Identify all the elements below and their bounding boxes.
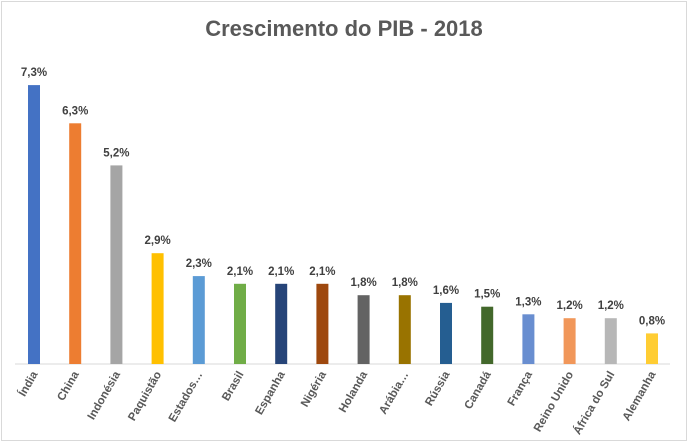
category-label-12: França (506, 369, 536, 408)
category-label-7: Nigéria (299, 369, 329, 409)
bar-15 (646, 333, 658, 364)
bar-4 (192, 276, 205, 364)
value-label-8: 1,8% (350, 277, 376, 289)
bar-12 (522, 314, 535, 364)
category-label-0: Índia (16, 368, 41, 398)
chart-title: Crescimento do PIB - 2018 (205, 16, 483, 41)
bar-0 (28, 85, 40, 364)
bar-14 (604, 318, 617, 364)
value-label-13: 1,2% (556, 300, 582, 312)
category-label-1: China (55, 369, 82, 403)
category-label-3: Paquistão (126, 370, 164, 424)
value-label-9: 1,8% (392, 277, 418, 289)
category-label-4: Estados… (167, 370, 206, 425)
value-label-14: 1,2% (598, 300, 624, 312)
value-label-3: 2,9% (144, 235, 170, 247)
bar-9 (398, 295, 411, 364)
bar-1 (69, 123, 82, 364)
bar-5 (234, 283, 246, 364)
value-label-0: 7,3% (21, 67, 47, 79)
category-label-11: Canadá (463, 369, 494, 411)
value-label-7: 2,1% (309, 266, 335, 278)
bar-7 (316, 283, 329, 364)
bars-group (28, 85, 658, 364)
bar-10 (440, 302, 452, 364)
category-label-9: Arábia… (377, 370, 411, 417)
category-labels-group: Índia China Indonésia Paquistão Estados… Bras… (16, 368, 659, 436)
category-label-15: Alemanha (621, 369, 659, 423)
category-label-13: Reino Unido (532, 370, 576, 435)
bar-13 (563, 318, 576, 364)
value-label-6: 2,1% (268, 266, 294, 278)
category-label-2: Indonésia (86, 369, 124, 422)
bar-2 (110, 165, 123, 364)
value-label-2: 5,2% (103, 147, 129, 159)
bar-8 (357, 295, 370, 364)
value-label-5: 2,1% (227, 266, 253, 278)
value-label-4: 2,3% (186, 258, 212, 270)
category-label-14: África do Sul (571, 369, 618, 437)
value-label-12: 1,3% (515, 296, 541, 308)
category-label-5: Brasil (220, 370, 246, 404)
category-label-10: Rússia (423, 369, 453, 408)
value-labels-group: 7,3% 6,3% 5,2% 2,9% 2,3% 2,1% 2,1% 2,1% 1,8% 1,8%… (21, 67, 665, 327)
category-label-6: Espanha (253, 369, 288, 417)
value-label-11: 1,5% (474, 289, 500, 301)
value-label-15: 0,8% (639, 315, 665, 327)
value-label-1: 6,3% (62, 105, 88, 117)
bar-11 (481, 306, 494, 364)
category-label-8: Holanda (337, 369, 370, 415)
value-label-10: 1,6% (433, 285, 459, 297)
bar-6 (275, 283, 288, 364)
bar-3 (151, 253, 164, 364)
